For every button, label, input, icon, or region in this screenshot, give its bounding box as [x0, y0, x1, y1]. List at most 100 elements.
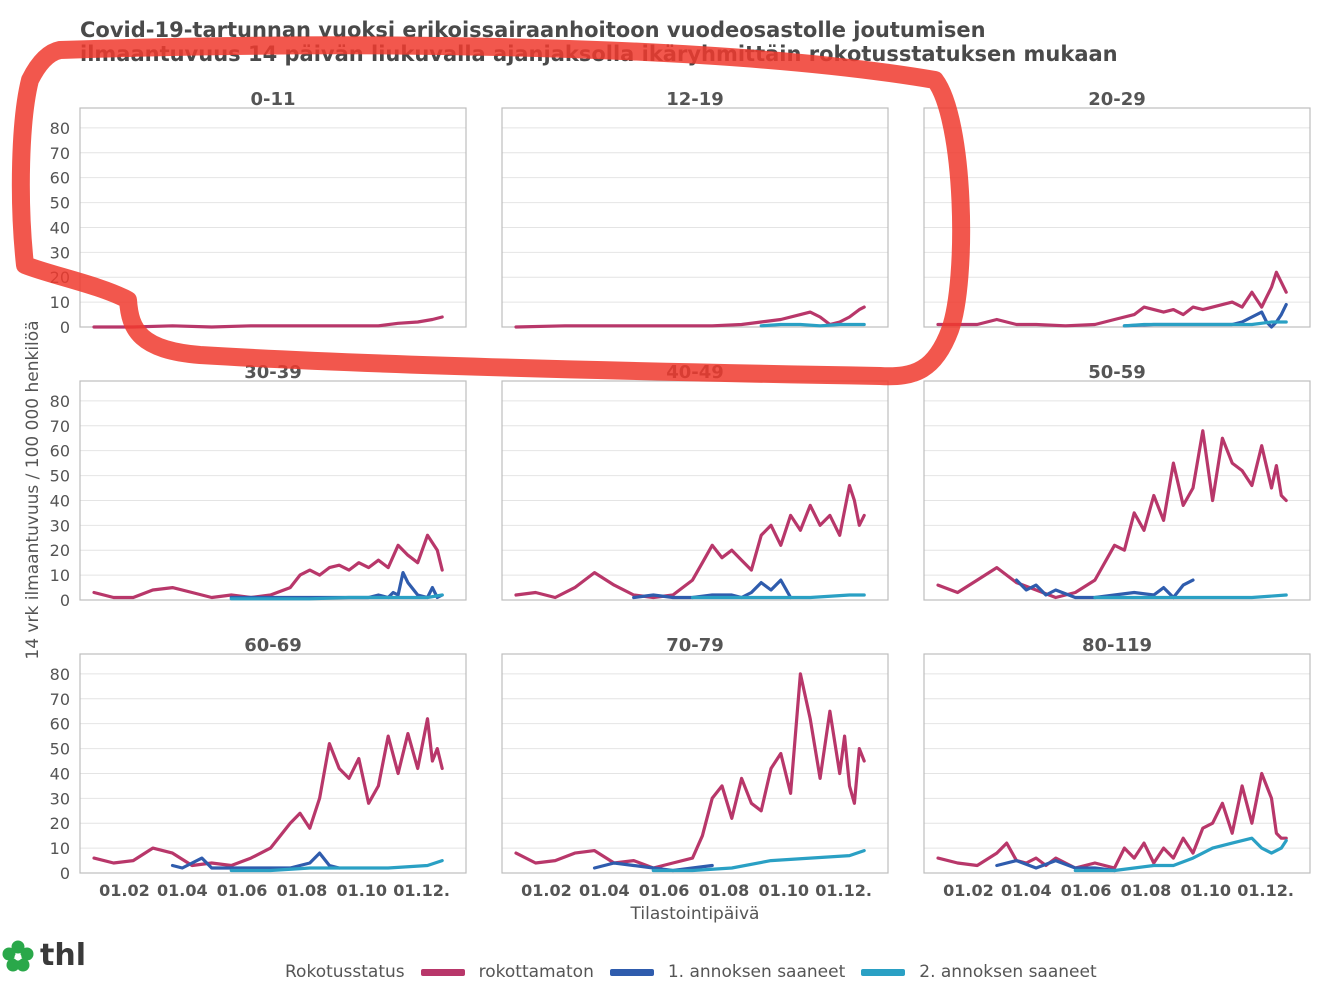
panel-title: 20-29 [1088, 89, 1146, 110]
series-line-rokottamaton [514, 483, 866, 600]
series-line-2. annoksen saaneet [1093, 593, 1288, 600]
y-tick-label: 50 [50, 194, 70, 213]
y-tick-label: 20 [50, 814, 70, 833]
panel-20-29: 20-29 [923, 89, 1311, 329]
x-tick-label: 01.12. [815, 881, 872, 900]
series-line-rokottamaton [514, 305, 866, 329]
series-line-2. annoksen saaneet [1073, 836, 1288, 873]
y-tick-label: 70 [50, 144, 70, 163]
legend-label-dose2: 2. annoksen saaneet [919, 962, 1097, 982]
series-line-1. annoksen saaneet [229, 570, 444, 600]
y-tick-label: 40 [50, 764, 70, 783]
y-tick-label: 30 [50, 243, 70, 262]
series-line-rokottamaton [92, 717, 444, 868]
x-tick-label: 01.08 [1121, 881, 1172, 900]
panel-frame [923, 107, 1311, 328]
x-tick-label: 01.08 [699, 881, 750, 900]
y-tick-label: 70 [50, 417, 70, 436]
x-tick-label: 01.02 [99, 881, 150, 900]
legend-label-rokottamaton: rokottamaton [478, 962, 594, 982]
series-line-rokottamaton [92, 315, 444, 329]
y-tick-label: 70 [50, 690, 70, 709]
x-tick-label: 01.10 [1180, 881, 1231, 900]
panel-title: 80-119 [1082, 635, 1152, 656]
series-line-rokottamaton [92, 533, 444, 600]
y-tick-label: 80 [50, 392, 70, 411]
series-line-rokottamaton [514, 672, 866, 870]
legend-title: Rokotusstatus [285, 962, 405, 982]
x-tick-label: 01.06 [639, 881, 690, 900]
panel-80-119: 80-119 01.02 01.04 01.06 01.08 01.10 01.12. [923, 635, 1311, 900]
y-tick-label: 60 [50, 715, 70, 734]
series-line-1. annoksen saaneet [592, 861, 714, 873]
series-line-2. annoksen saaneet [1122, 320, 1288, 328]
series-line-2. annoksen saaneet [651, 848, 866, 873]
series-line-1. annoksen saaneet [995, 858, 1117, 873]
series-line-rokottamaton [936, 429, 1288, 600]
x-tick-label: 01.12. [1237, 881, 1294, 900]
x-tick-label: 01.02 [943, 881, 994, 900]
y-tick-label: 80 [50, 665, 70, 684]
series-line-rokottamaton [936, 771, 1288, 870]
red-outline-annotation [11, 36, 971, 386]
panel-70-79: 70-79 01.02 01.04 01.06 01.08 01.10 01.12. [501, 635, 889, 900]
y-tick-label: 40 [50, 218, 70, 237]
x-axis-label: Tilastointipäivä [630, 904, 760, 924]
panel-50-59: 50-59 [923, 362, 1311, 601]
panel-frame [923, 653, 1311, 874]
x-tick-label: 01.04 [579, 881, 630, 900]
series-line-2. annoksen saaneet [690, 593, 866, 600]
y-axis-label: 14 vrk ilmaantuvuus / 100 000 henkilöä [23, 320, 43, 659]
y-tick-label: 10 [50, 839, 70, 858]
y-tick-label: 50 [50, 740, 70, 759]
y-tick-label: 10 [50, 566, 70, 585]
panel-40-49: 40-49 [501, 362, 889, 601]
legend: Rokotusstatus rokottamaton 1. annoksen s… [285, 962, 1097, 982]
panel-frame [501, 653, 889, 874]
y-tick-label: 80 [50, 119, 70, 138]
legend-swatch-dose1 [609, 968, 654, 976]
series-line-2. annoksen saaneet [229, 593, 444, 601]
thl-logo-text: thl [40, 938, 86, 973]
x-tick-label: 01.12. [393, 881, 450, 900]
x-tick-label: 01.02 [521, 881, 572, 900]
panel-frame [923, 380, 1311, 601]
y-tick-label: 20 [50, 541, 70, 560]
y-tick-label: 30 [50, 789, 70, 808]
y-tick-label: 0 [60, 318, 70, 337]
series-line-1. annoksen saaneet [170, 851, 341, 870]
panel-frame [501, 107, 889, 328]
panel-title: 50-59 [1088, 362, 1146, 383]
y-tick-label: 50 [50, 467, 70, 486]
panel-frame [79, 380, 467, 601]
panel-title: 0-11 [250, 89, 295, 110]
x-tick-label: 01.10 [336, 881, 387, 900]
panel-title: 70-79 [666, 635, 724, 656]
series-line-2. annoksen saaneet [229, 858, 444, 873]
x-tick-label: 01.06 [217, 881, 268, 900]
panel-frame [501, 380, 889, 601]
x-tick-label: 01.04 [1001, 881, 1052, 900]
y-tick-label: 30 [50, 516, 70, 535]
series-line-1. annoksen saaneet [632, 578, 793, 600]
x-tick-label: 01.04 [157, 881, 208, 900]
y-tick-label: 10 [50, 293, 70, 312]
y-tick-label: 60 [50, 442, 70, 461]
y-tick-label: 0 [60, 591, 70, 610]
legend-swatch-dose2 [861, 968, 906, 976]
panel-frame [79, 653, 467, 874]
panel-title: 60-69 [244, 635, 302, 656]
series-line-rokottamaton [936, 270, 1288, 328]
x-tick-label: 01.08 [277, 881, 328, 900]
x-tick-label: 01.10 [758, 881, 809, 900]
flower-icon [2, 940, 34, 971]
thl-logo: thl [2, 938, 86, 973]
legend-label-dose1: 1. annoksen saaneet [667, 962, 846, 982]
panel-frame [79, 107, 467, 328]
y-tick-label: 40 [50, 491, 70, 510]
x-tick-label: 01.06 [1061, 881, 1112, 900]
